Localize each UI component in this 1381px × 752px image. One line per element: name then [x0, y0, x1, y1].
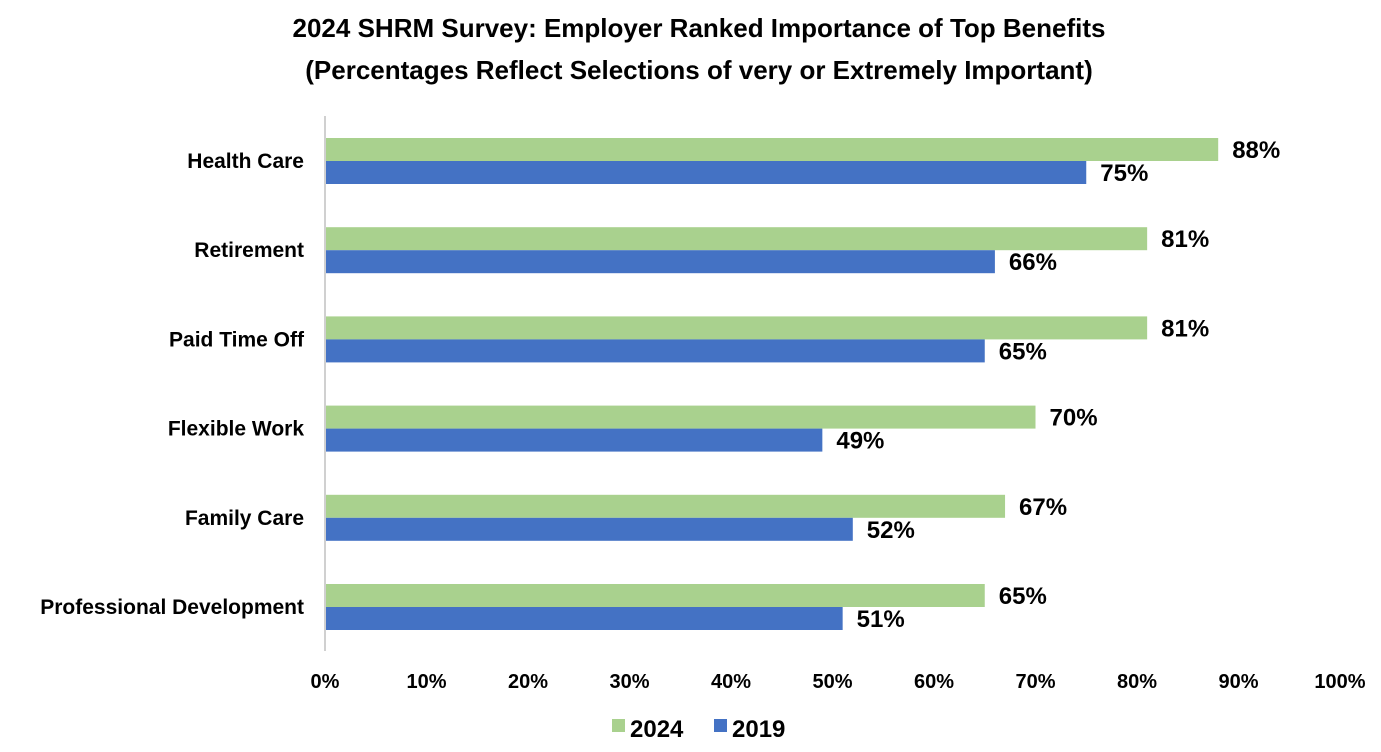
data-label-2024-retirement: 81% [1161, 226, 1209, 253]
category-label-professional-development: Professional Development [40, 596, 304, 619]
data-label-2024-flexible-work: 70% [1050, 405, 1098, 432]
category-label-health-care: Health Care [187, 150, 304, 173]
category-label-family-care: Family Care [185, 507, 304, 530]
bar-2019-family-care [326, 517, 853, 541]
bar-2019-professional-development [326, 607, 843, 630]
bar-2019-paid-time-off [326, 339, 985, 363]
data-label-2024-paid-time-off: 81% [1161, 315, 1209, 342]
x-tick-label: 80% [1117, 671, 1157, 693]
x-tick-label: 30% [609, 671, 649, 693]
legend-label-2019: 2019 [732, 716, 785, 743]
data-label-2024-professional-development: 65% [999, 583, 1047, 610]
x-tick-label: 0% [311, 671, 340, 693]
category-label-retirement: Retirement [194, 239, 304, 262]
category-label-paid-time-off: Paid Time Off [169, 328, 305, 351]
data-label-2024-health-care: 88% [1232, 137, 1280, 164]
legend-swatch-2019 [714, 719, 727, 732]
chart-subtitle: (Percentages Reflect Selections of very … [305, 55, 1093, 85]
bar-2024-professional-development [326, 584, 985, 607]
bar-2024-paid-time-off [326, 316, 1148, 340]
x-tick-label: 20% [508, 671, 548, 693]
bar-2019-retirement [326, 250, 995, 274]
legend-label-2024: 2024 [630, 716, 684, 743]
bar-2024-family-care [326, 494, 1006, 518]
x-tick-label: 90% [1218, 671, 1258, 693]
x-tick-label: 40% [711, 671, 751, 693]
data-label-2019-health-care: 75% [1100, 160, 1148, 187]
data-label-2019-retirement: 66% [1009, 249, 1057, 276]
data-label-2019-family-care: 52% [867, 517, 915, 544]
bar-2024-flexible-work [326, 405, 1036, 429]
category-label-flexible-work: Flexible Work [168, 418, 304, 441]
data-label-2019-professional-development: 51% [857, 606, 905, 633]
x-tick-label: 60% [914, 671, 954, 693]
x-tick-label: 50% [812, 671, 852, 693]
x-tick-label: 70% [1015, 671, 1055, 693]
data-label-2019-flexible-work: 49% [836, 428, 884, 455]
data-label-2024-family-care: 67% [1019, 494, 1067, 521]
data-label-2019-paid-time-off: 65% [999, 338, 1047, 365]
x-tick-label: 10% [406, 671, 446, 693]
x-tick-label: 100% [1314, 671, 1365, 693]
bar-2024-retirement [326, 227, 1148, 251]
bar-2024-health-care [326, 138, 1219, 161]
bar-2019-flexible-work [326, 428, 823, 452]
chart-title: 2024 SHRM Survey: Employer Ranked Import… [292, 13, 1106, 43]
legend-swatch-2024 [612, 719, 625, 732]
bar-2019-health-care [326, 161, 1087, 184]
